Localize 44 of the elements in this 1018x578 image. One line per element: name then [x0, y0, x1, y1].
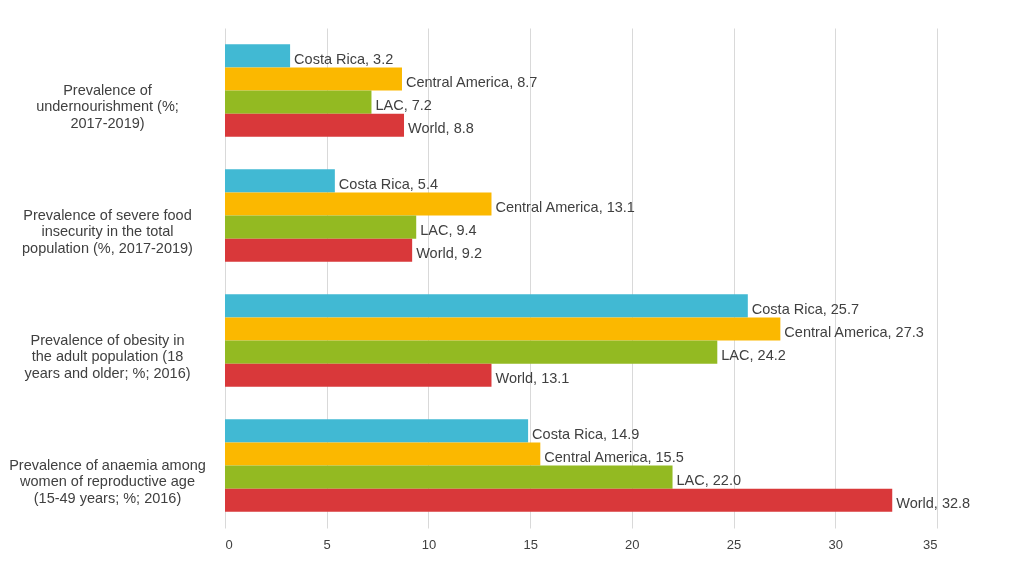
text: Central America, 8.7: [405, 73, 538, 90]
x-tick-label: 5: [323, 536, 331, 552]
bar: [225, 192, 492, 216]
text: LAC, 7.2: [375, 97, 432, 114]
text: World, 32.8: [896, 495, 971, 512]
text: Central America, 15.5: [544, 448, 684, 465]
bar: [225, 215, 417, 239]
text: LAC, 9.4: [420, 222, 477, 239]
bar: [225, 169, 335, 193]
x-tick-label: 30: [828, 536, 844, 552]
text: World, 9.2: [416, 245, 482, 262]
bar: [225, 465, 673, 489]
bar: [225, 419, 529, 443]
bar: [225, 442, 541, 466]
text: Costa Rica, 3.2: [294, 50, 394, 67]
x-tick-label: 35: [923, 536, 938, 552]
text: Costa Rica, 14.9: [532, 425, 640, 442]
text: LAC, 22.0: [676, 472, 742, 489]
text: Central America, 27.3: [784, 323, 924, 340]
bar: [225, 363, 492, 387]
x-tick-label: 10: [421, 536, 437, 552]
y-tick-label: Prevalence of severe food insecurity in the total population (%, 2017-2019): [22, 206, 193, 256]
x-tick-label: 25: [726, 536, 742, 552]
bar: [225, 294, 748, 318]
x-tick-label: 15: [523, 536, 538, 552]
text: World, 13.1: [495, 370, 570, 387]
bar: [225, 317, 781, 341]
text: Costa Rica, 5.4: [338, 175, 438, 192]
y-tick-label: Prevalence of undernourishment (%; 2017-2019): [36, 81, 179, 131]
text: Costa Rica, 25.7: [751, 300, 860, 317]
bar: [225, 238, 413, 262]
text: Central America, 13.1: [495, 198, 635, 215]
x-tick-label: 0: [225, 536, 233, 552]
bar: [225, 488, 893, 512]
bar: [225, 44, 291, 68]
x-tick-label: 20: [625, 536, 640, 552]
bar: [225, 340, 718, 364]
y-tick-label: Prevalence of anaemia among women of reproductive age (15-49 years; %; 2016): [9, 456, 206, 506]
text: World, 8.8: [408, 120, 474, 137]
text: LAC, 24.2: [721, 347, 786, 364]
bar: [225, 67, 402, 91]
y-tick-label: Prevalence of obesity in the adult population (18 years and older; %; 2016): [24, 331, 191, 381]
bar: [225, 113, 405, 137]
bar: [225, 90, 372, 114]
